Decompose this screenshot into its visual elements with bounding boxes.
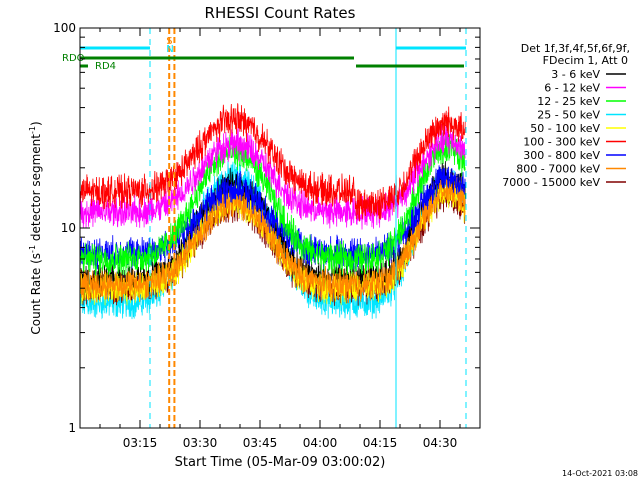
axes: 03:15 03:30 03:45 04:00 04:15 04:30 1 10 100 [53, 21, 481, 450]
legend-label-3: 12 - 25 keV [537, 95, 600, 108]
legend-label-7: 300 - 800 keV [523, 149, 600, 162]
x-tick-label-5: 04:15 [363, 436, 398, 450]
y-tick-label-2: 10 [61, 221, 76, 235]
footer-date: 14-Oct-2021 03:08 [562, 469, 638, 478]
series-line-3 [79, 132, 466, 276]
saa-n-label: N [166, 44, 173, 55]
legend-label-5: 50 - 100 keV [530, 122, 600, 135]
legend-label-2: 6 - 12 keV [544, 82, 600, 95]
x-tick-label-2: 03:30 [183, 436, 218, 450]
saa-s-label: S [166, 36, 172, 47]
x-tick-label-1: 03:15 [123, 436, 158, 450]
legend-label-8: 800 - 7000 keV [516, 163, 600, 176]
rdo-label: RDO [62, 53, 85, 64]
legend-label-9: 7000 - 15000 keV [502, 176, 600, 189]
series-line-2 [79, 123, 466, 230]
legend-label-6: 100 - 300 keV [523, 136, 600, 149]
legend-header-2: FDecim 1, Att 0 [543, 54, 628, 67]
legend: Det 1f,3f,4f,5f,6f,9f, FDecim 1, Att 0 3… [502, 42, 630, 189]
legend-header-1: Det 1f,3f,4f,5f,6f,9f, [521, 42, 630, 55]
series-line-6 [79, 103, 466, 222]
y-tick-label-3: 100 [53, 21, 76, 35]
x-axis-label: Start Time (05-Mar-09 03:00:02) [175, 455, 386, 470]
x-tick-label-4: 04:00 [303, 436, 338, 450]
y-tick-label-1: 1 [68, 421, 76, 435]
legend-label-4: 25 - 50 keV [537, 109, 600, 122]
y-axis-label: Count Rate (s-1 detector segment-1) [28, 121, 43, 334]
rd4-label: RD4 [95, 61, 116, 72]
chart-title: RHESSI Count Rates [205, 4, 356, 22]
legend-label-1: 3 - 6 keV [551, 68, 600, 81]
x-tick-label-3: 03:45 [243, 436, 278, 450]
plot-area: SN RDO RD4 [62, 28, 467, 428]
x-tick-label-6: 04:30 [423, 436, 458, 450]
